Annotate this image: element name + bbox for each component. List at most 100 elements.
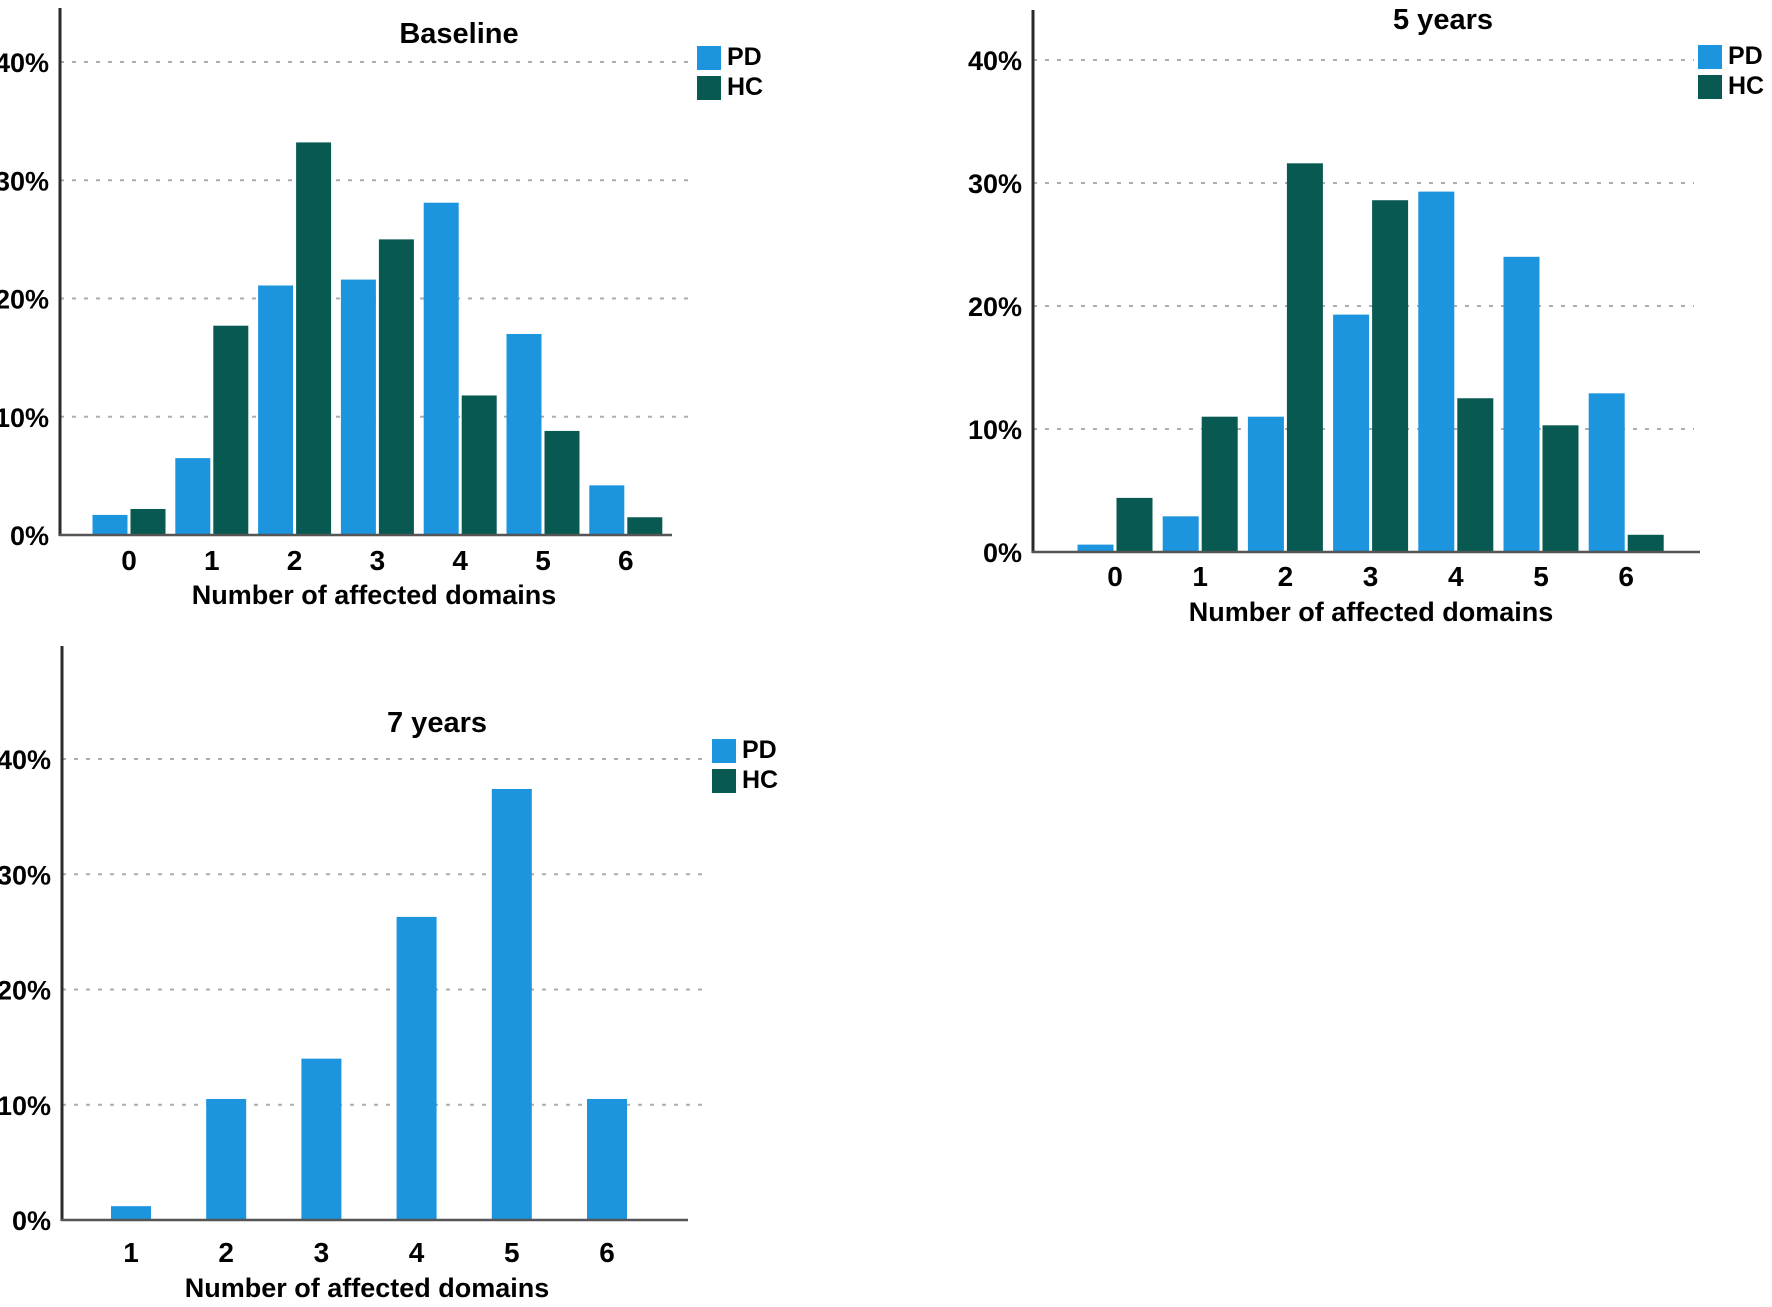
legend-row-hc: HC bbox=[712, 768, 778, 793]
bar-hc-4 bbox=[461, 395, 497, 535]
legend-label-pd: PD bbox=[1728, 42, 1763, 70]
bar-pd-6 bbox=[1588, 393, 1625, 552]
7-years-title: 7 years bbox=[387, 707, 487, 739]
chart-panel-5-years: 0 1 2 3 4 5 6 40% 30% 20% 10% 0% 5 years PD HC Numbe… bbox=[930, 0, 1772, 640]
x-tick-label-4: 4 bbox=[1448, 561, 1464, 592]
bar-pd-4 bbox=[423, 202, 459, 535]
bar-hc-6 bbox=[627, 517, 663, 535]
legend-swatch-hc bbox=[712, 768, 736, 793]
x-tick-label-0: 0 bbox=[121, 545, 137, 576]
x-tick-label-5: 5 bbox=[504, 1237, 520, 1268]
bar-pd-3 bbox=[301, 1058, 342, 1220]
baseline-plot: 0 1 2 3 4 5 6 40% 30% 20% 10% 0% bbox=[0, 8, 692, 576]
x-tick-label-6: 6 bbox=[599, 1237, 615, 1268]
legend-label-hc: HC bbox=[727, 73, 764, 101]
y-tick-label-20: 20% bbox=[0, 976, 51, 1006]
bar-pd-2 bbox=[1247, 416, 1284, 552]
legend-label-pd: PD bbox=[727, 43, 762, 71]
bar-hc-4 bbox=[1457, 398, 1494, 552]
7-years-plot: 1 2 3 4 5 6 40% 30% 20% 10% 0% bbox=[0, 646, 706, 1268]
bar-pd-5 bbox=[491, 788, 532, 1220]
bar-pd-1 bbox=[111, 1206, 151, 1220]
bar-hc-3 bbox=[378, 239, 414, 535]
bar-pd-4 bbox=[396, 916, 437, 1220]
bar-pd-3 bbox=[1333, 314, 1370, 552]
legend-row-pd: PD bbox=[712, 738, 778, 763]
legend-row-pd: PD bbox=[697, 45, 763, 70]
baseline-title: Baseline bbox=[399, 18, 519, 50]
chart-panel-7-years: 1 2 3 4 5 6 40% 30% 20% 10% 0% 7 years PD HC Number… bbox=[0, 610, 800, 1307]
legend-swatch-pd bbox=[697, 45, 721, 70]
legend-swatch-pd bbox=[1698, 44, 1722, 69]
x-tick-label-2: 2 bbox=[218, 1237, 234, 1268]
5-years-xaxis-title: Number of affected domains bbox=[1188, 597, 1554, 627]
x-tick-label-4: 4 bbox=[409, 1237, 425, 1268]
baseline-legend: PD HC bbox=[697, 45, 763, 100]
chart-panel-baseline: 0 1 2 3 4 5 6 40% 30% 20% 10% 0% Baseline PD HC Numb… bbox=[0, 0, 800, 620]
bar-pd-1 bbox=[175, 458, 211, 535]
7-years-legend: PD HC bbox=[712, 738, 778, 793]
bar-hc-0 bbox=[130, 508, 166, 535]
bar-hc-6 bbox=[1627, 534, 1664, 552]
x-tick-label-3: 3 bbox=[370, 545, 386, 576]
bar-pd-5 bbox=[506, 333, 542, 535]
bar-pd-5 bbox=[1503, 256, 1540, 552]
legend-label-pd: PD bbox=[742, 736, 777, 764]
bar-pd-2 bbox=[258, 285, 294, 535]
y-tick-label-10: 10% bbox=[968, 415, 1022, 445]
y-tick-label-10: 10% bbox=[0, 1091, 51, 1121]
bar-hc-3 bbox=[1372, 200, 1409, 552]
y-tick-label-20: 20% bbox=[0, 285, 49, 315]
y-tick-label-40: 40% bbox=[0, 48, 49, 78]
legend-swatch-hc bbox=[1698, 74, 1722, 99]
legend-row-hc: HC bbox=[697, 75, 763, 100]
bar-pd-6 bbox=[587, 1098, 627, 1220]
bar-hc-0 bbox=[1116, 497, 1153, 552]
bar-pd-3 bbox=[340, 279, 376, 535]
bar-pd-4 bbox=[1418, 191, 1455, 553]
5-years-title: 5 years bbox=[1393, 4, 1493, 36]
7-years-xaxis-title: Number of affected domains bbox=[184, 1273, 550, 1303]
y-tick-label-0: 0% bbox=[983, 538, 1022, 568]
x-tick-label-1: 1 bbox=[123, 1237, 139, 1268]
bar-pd-0 bbox=[1077, 544, 1114, 552]
y-tick-label-30: 30% bbox=[0, 166, 49, 196]
bar-hc-5 bbox=[1542, 425, 1579, 552]
bar-pd-0 bbox=[92, 514, 128, 535]
bar-pd-2 bbox=[206, 1098, 247, 1220]
x-tick-label-2: 2 bbox=[287, 545, 303, 576]
y-tick-label-0: 0% bbox=[12, 1206, 51, 1236]
y-tick-label-40: 40% bbox=[968, 46, 1022, 76]
x-tick-label-0: 0 bbox=[1107, 561, 1123, 592]
x-tick-label-3: 3 bbox=[314, 1237, 330, 1268]
legend-label-hc: HC bbox=[742, 766, 779, 794]
x-tick-label-6: 6 bbox=[1618, 561, 1634, 592]
y-tick-label-30: 30% bbox=[968, 169, 1022, 199]
y-tick-label-10: 10% bbox=[0, 403, 49, 433]
x-tick-label-5: 5 bbox=[1533, 561, 1549, 592]
legend-row-hc: HC bbox=[1698, 74, 1764, 99]
bar-hc-5 bbox=[544, 430, 580, 535]
baseline-xaxis-title: Number of affected domains bbox=[191, 580, 557, 610]
y-tick-label-30: 30% bbox=[0, 860, 51, 890]
x-tick-label-5: 5 bbox=[535, 545, 551, 576]
x-tick-label-4: 4 bbox=[452, 545, 468, 576]
bar-hc-1 bbox=[1201, 416, 1238, 552]
x-tick-label-3: 3 bbox=[1363, 561, 1379, 592]
x-tick-label-2: 2 bbox=[1278, 561, 1294, 592]
x-tick-label-1: 1 bbox=[1192, 561, 1208, 592]
legend-label-hc: HC bbox=[1728, 72, 1765, 100]
y-tick-label-40: 40% bbox=[0, 745, 51, 775]
5-years-legend: PD HC bbox=[1698, 44, 1764, 99]
5-years-plot: 0 1 2 3 4 5 6 40% 30% 20% 10% 0% bbox=[968, 10, 1700, 592]
bar-pd-1 bbox=[1162, 516, 1199, 552]
y-tick-label-20: 20% bbox=[968, 292, 1022, 322]
bar-hc-2 bbox=[1286, 163, 1323, 552]
legend-row-pd: PD bbox=[1698, 44, 1764, 69]
bar-hc-2 bbox=[296, 142, 332, 535]
bar-pd-6 bbox=[589, 485, 625, 535]
x-tick-label-1: 1 bbox=[204, 545, 220, 576]
x-tick-label-6: 6 bbox=[618, 545, 634, 576]
y-tick-label-0: 0% bbox=[10, 521, 49, 551]
